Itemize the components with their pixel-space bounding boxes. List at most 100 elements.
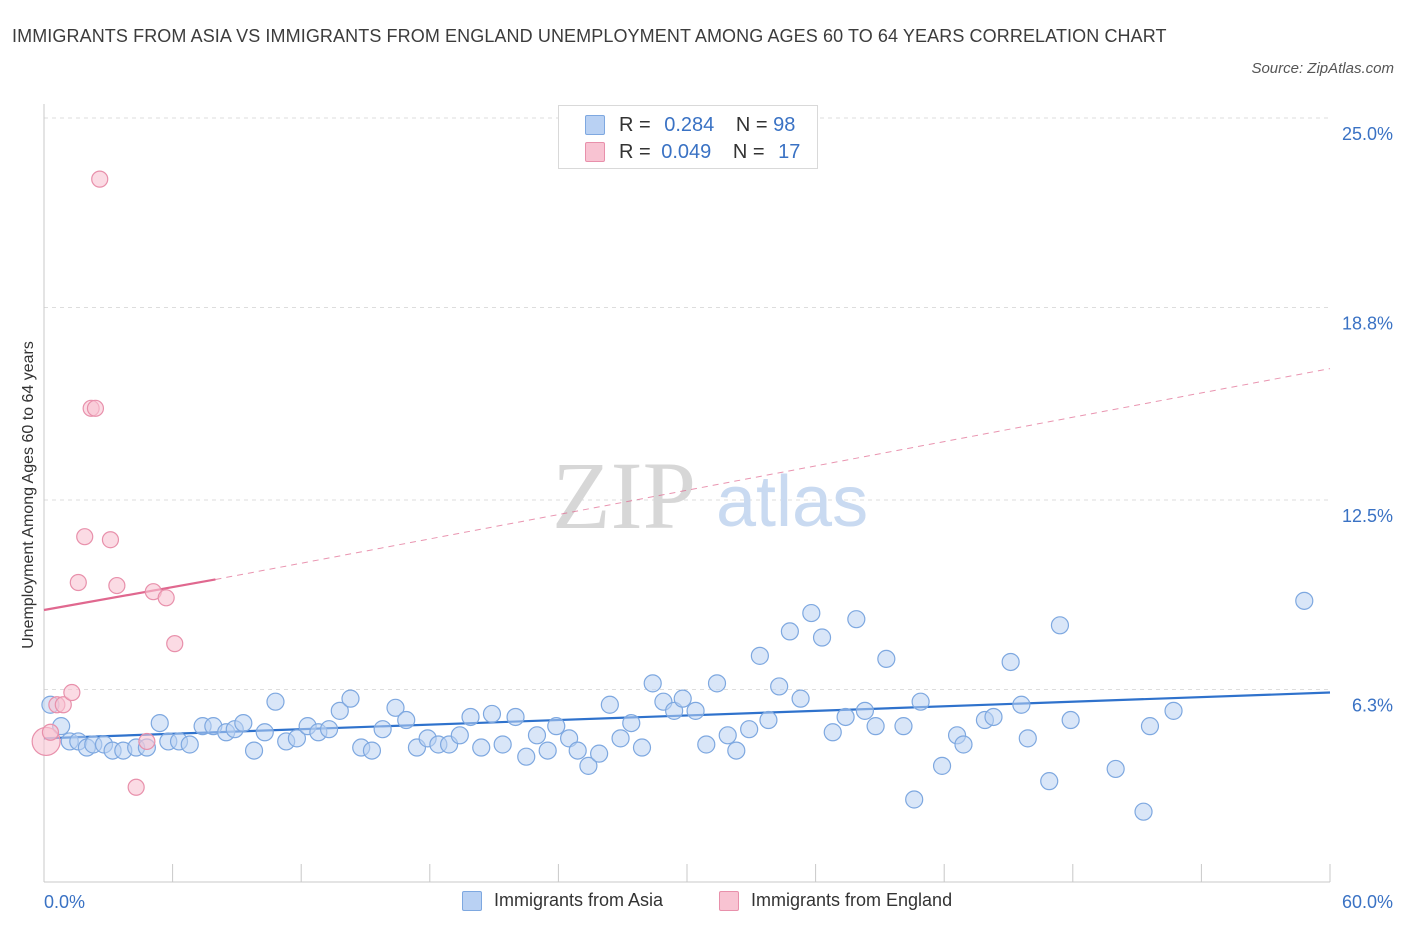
data-point-asia [791, 689, 810, 708]
data-point-asia [866, 717, 885, 736]
r-value-asia: 0.284 [664, 114, 715, 136]
data-point-asia [954, 735, 973, 754]
data-point-asia [1050, 616, 1070, 635]
data-point-england [127, 778, 145, 796]
y-tick-label: 6.3% [1352, 695, 1393, 715]
data-point-asia [770, 677, 789, 696]
x-tick-label-max: 60.0% [1342, 892, 1393, 912]
data-point-asia [600, 695, 619, 714]
data-point-asia [287, 729, 307, 748]
data-point-asia [150, 713, 169, 733]
data-point-asia [506, 707, 525, 727]
data-point-england [101, 531, 120, 549]
data-point-asia [632, 738, 652, 757]
data-point-asia [718, 726, 737, 745]
data-point-england [108, 576, 126, 595]
data-point-asia [750, 646, 769, 665]
data-point-asia [1018, 729, 1037, 748]
data-point-asia [740, 720, 759, 739]
data-point-asia [1040, 772, 1059, 791]
x-tick-label-min: 0.0% [44, 892, 85, 912]
legend-text-england: R = 0.049 N = 17 [619, 141, 800, 164]
data-point-asia [707, 674, 727, 693]
data-point-asia [622, 713, 641, 733]
gridlines [44, 117, 1330, 690]
data-point-asia [180, 735, 199, 754]
data-point-asia [244, 741, 264, 760]
r-value-england: 0.049 [661, 141, 712, 163]
data-point-asia [686, 701, 705, 720]
data-point-asia [1295, 591, 1314, 610]
data-point-asia [472, 738, 491, 757]
data-point-england [157, 589, 175, 607]
data-point-asia [1140, 717, 1160, 736]
y-tick-label: 25.0% [1342, 124, 1393, 144]
data-point-asia [373, 720, 392, 739]
data-point-asia [1134, 802, 1153, 821]
series-asia-points [41, 591, 1314, 821]
data-point-england [138, 732, 156, 751]
data-point-england [166, 635, 184, 653]
data-point-asia [727, 741, 746, 760]
data-point-asia [547, 717, 566, 736]
data-point-asia [611, 729, 630, 748]
data-point-asia [397, 710, 416, 730]
data-point-asia [643, 674, 662, 693]
data-point-asia [1164, 701, 1183, 720]
chart-title: IMMIGRANTS FROM ASIA VS IMMIGRANTS FROM … [12, 26, 1167, 46]
data-point-asia [234, 713, 253, 733]
data-point-asia [697, 735, 716, 754]
data-point-asia [579, 756, 598, 775]
data-point-asia [255, 723, 274, 742]
data-point-asia [386, 698, 405, 717]
data-point-asia [802, 603, 821, 623]
data-point-england [54, 696, 72, 714]
data-point-asia [894, 717, 913, 736]
r-label: R = [619, 114, 651, 136]
data-point-asia [450, 726, 469, 745]
n-label: N = [735, 114, 768, 136]
data-point-asia [330, 701, 349, 720]
data-point-asia [812, 628, 832, 647]
data-point-england [69, 573, 87, 592]
legend-text-asia: R = 0.284 N = 98 [619, 114, 795, 137]
data-point-asia [590, 744, 609, 763]
trend-lines [43, 368, 1331, 740]
data-point-asia [1061, 710, 1080, 730]
n-label: N = [732, 141, 765, 163]
stats-legend: R = 0.284 N = 98 R = 0.049 N = 17 [558, 105, 818, 169]
data-point-asia [266, 692, 285, 711]
data-point-asia [673, 689, 692, 708]
n-value-england: 17 [778, 141, 801, 163]
y-tick-label: 12.5% [1342, 506, 1393, 526]
data-point-asia [780, 622, 799, 641]
y-tick-label: 18.8% [1342, 313, 1393, 333]
legend-swatch-asia [585, 115, 605, 135]
series-england-points [31, 170, 184, 796]
legend-swatch-england [585, 142, 605, 162]
data-point-asia [911, 692, 930, 711]
trend-line-england [43, 578, 216, 612]
data-point-england [76, 528, 94, 546]
legend-label-asia: Immigrants from Asia [494, 890, 664, 910]
data-point-asia [759, 710, 778, 730]
n-value-asia: 98 [773, 114, 796, 136]
data-point-england [91, 170, 109, 188]
legend-label-england: Immigrants from England [751, 890, 953, 910]
legend-swatch-england [719, 891, 739, 911]
data-point-asia [493, 735, 512, 754]
watermark: ZIP atlas [552, 442, 868, 549]
data-point-asia [823, 723, 842, 742]
data-point-asia [877, 649, 896, 669]
r-label: R = [619, 141, 651, 163]
data-point-asia [1106, 759, 1125, 779]
data-point-asia [855, 701, 874, 720]
data-point-asia [517, 747, 536, 766]
watermark-atlas: atlas [716, 462, 868, 542]
y-tick-labels: 6.3% 12.5% 18.8% 25.0% [1342, 124, 1393, 715]
trend-line-england-dashed [215, 368, 1331, 580]
data-point-asia [932, 756, 952, 775]
data-point-asia [847, 610, 866, 629]
data-point-england [63, 683, 81, 702]
